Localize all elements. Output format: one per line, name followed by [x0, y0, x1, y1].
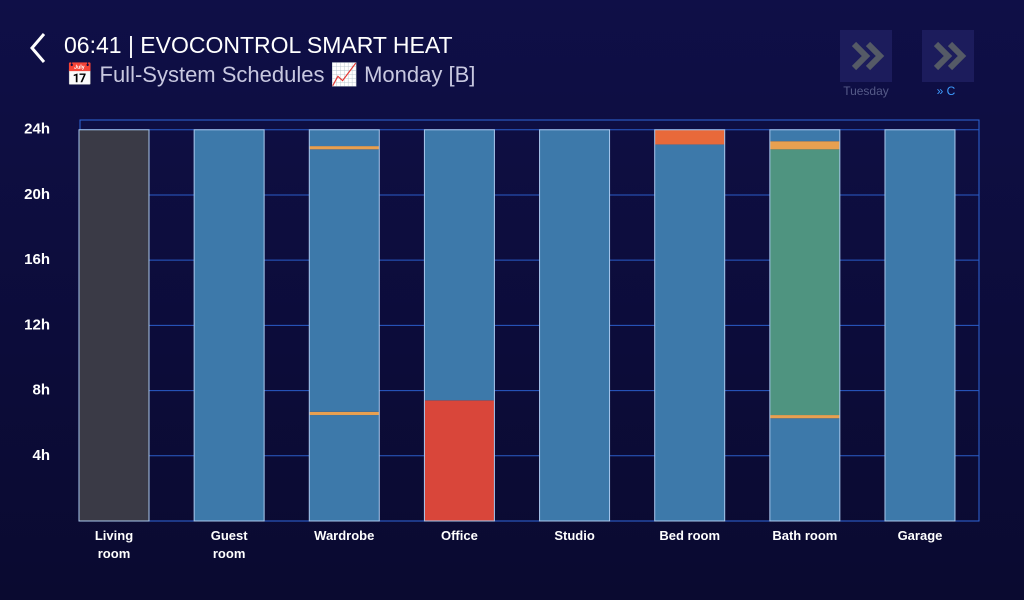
x-tick-label: Living room — [94, 528, 134, 561]
bar-outline — [308, 129, 380, 522]
schedule-segment — [769, 418, 840, 521]
next-schedule-button[interactable] — [922, 30, 974, 82]
next-day-button[interactable] — [840, 30, 892, 82]
schedule-segment — [769, 149, 840, 416]
schedule-segment — [769, 129, 840, 142]
bar-outline — [769, 129, 841, 522]
bar-outline — [423, 129, 495, 522]
bar-outline — [78, 129, 150, 522]
x-tick-label: Bath room — [772, 528, 838, 543]
schedule-segment — [424, 400, 495, 521]
x-tick-label: Bed room — [659, 528, 721, 543]
schedule-segment — [79, 129, 149, 521]
schedule-segment — [309, 129, 380, 147]
x-tick-label: Office — [440, 528, 478, 543]
bar-outline — [884, 129, 956, 522]
bar-outline — [654, 129, 726, 522]
button-label: Tuesday — [843, 84, 889, 98]
schedule-segment — [654, 129, 725, 145]
y-tick-label: 4h — [32, 447, 50, 464]
button-label: » C — [936, 84, 956, 98]
x-tick-label: Wardrobe — [314, 528, 375, 543]
bar-outline — [539, 129, 611, 522]
schedule-segment — [309, 146, 380, 150]
title: 06:41 | EVOCONTROL SMART HEAT — [64, 32, 453, 58]
schedule-segment — [769, 141, 840, 150]
subtitle: 📅 Full-System Schedules 📈 Monday [B] — [66, 62, 476, 87]
schedule-segment — [769, 415, 840, 419]
y-tick-label: 8h — [32, 382, 50, 399]
schedule-segment — [309, 411, 380, 416]
schedule-segment — [309, 415, 380, 521]
y-tick-label: 12h — [24, 316, 50, 333]
schedule-segment — [884, 129, 955, 521]
schedule-segment — [309, 149, 380, 412]
y-tick-label: 16h — [24, 251, 50, 268]
back-button[interactable] — [20, 28, 60, 68]
schedule-segment — [424, 129, 495, 401]
x-tick-label: Garage — [897, 528, 943, 543]
y-tick-label: 24h — [24, 121, 50, 138]
x-tick-label: Studio — [554, 528, 595, 543]
bar-outline — [193, 129, 265, 522]
y-tick-label: 20h — [24, 186, 50, 203]
schedule-segment — [654, 144, 725, 521]
schedule-segment — [539, 129, 610, 521]
schedule-segment — [194, 129, 265, 521]
x-tick-label: Guest room — [210, 528, 248, 561]
